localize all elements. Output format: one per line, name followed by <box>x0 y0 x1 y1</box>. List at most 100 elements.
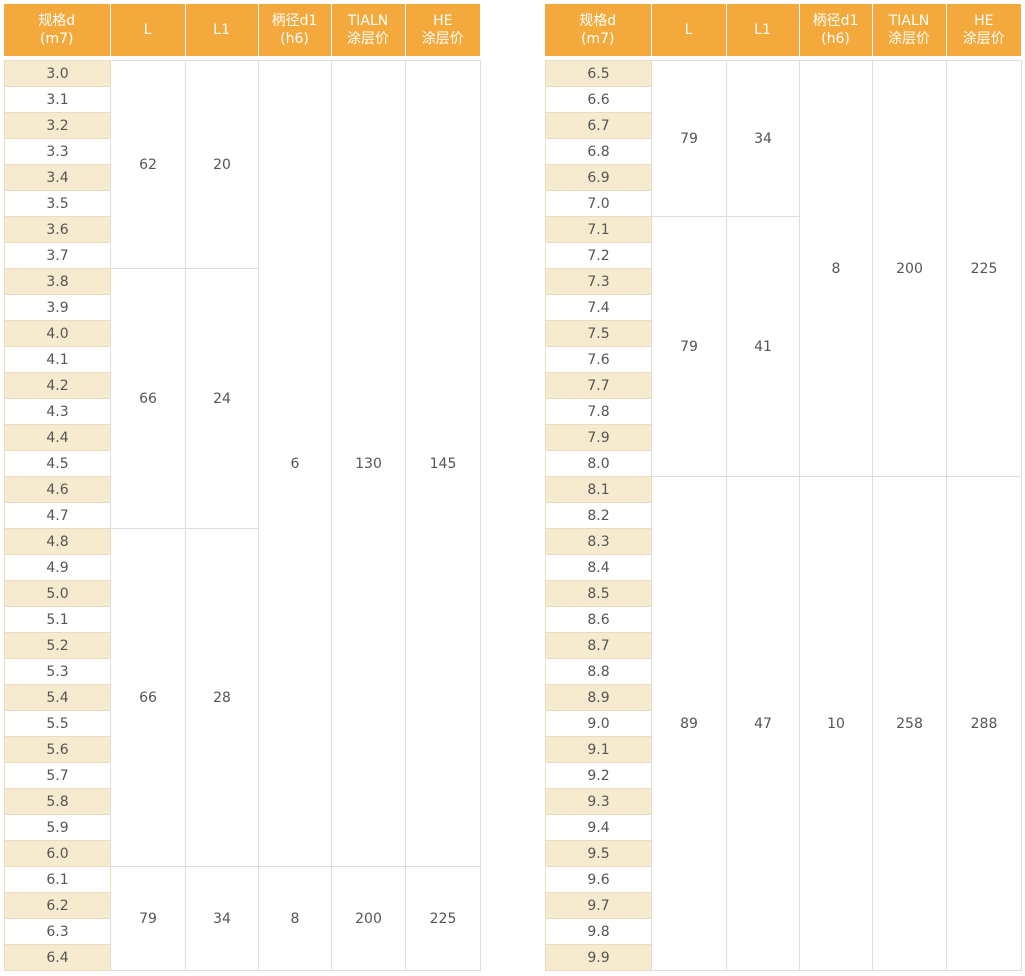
table-row: 8.1 89 47 10 258 288 <box>545 476 1022 971</box>
table-row: 9.9 <box>545 944 1022 971</box>
he-cell: 225 <box>405 866 481 971</box>
l-cell: 79 <box>651 60 727 217</box>
size-cell: 3.6 <box>4 216 111 243</box>
size-cell: 7.9 <box>545 424 652 451</box>
size-cell: 4.0 <box>4 320 111 347</box>
size-cell: 6.5 <box>545 60 652 87</box>
table-row: 6.2 <box>4 892 481 919</box>
header-text: 规格d <box>38 13 76 29</box>
size-cell: 6.7 <box>545 112 652 139</box>
table-body: 3.0 62 20 6 130 145 3.1 3.2 3.3 3.4 3.5 3.6 3.7 3.8 66… <box>4 60 481 971</box>
size-cell: 3.0 <box>4 60 111 87</box>
size-cell: 7.4 <box>545 294 652 321</box>
table-row: 6.4 <box>4 944 481 971</box>
header-text: HE <box>974 13 994 29</box>
size-cell: 3.4 <box>4 164 111 191</box>
table-row: 9.0 <box>545 710 1022 737</box>
size-cell: 8.9 <box>545 684 652 711</box>
table-row: 9.7 <box>545 892 1022 919</box>
size-cell: 3.1 <box>4 86 111 113</box>
header-text: 柄径d1 <box>271 13 318 29</box>
size-cell: 4.7 <box>4 502 111 529</box>
table-row: 6.5 79 34 8 200 225 <box>545 60 1022 477</box>
d1-cell: 6 <box>258 60 332 867</box>
table-row: 3.6 <box>4 216 481 243</box>
size-cell: 4.4 <box>4 424 111 451</box>
size-cell: 3.7 <box>4 242 111 269</box>
table-row: 5.0 <box>4 580 481 607</box>
size-cell: 5.4 <box>4 684 111 711</box>
l1-cell: 28 <box>185 528 259 867</box>
size-cell: 4.5 <box>4 450 111 477</box>
price-table: 规格d (m7) L L1 柄径d1 (h6) TIALN 涂层价 HE 涂层价 6.5 79 34 8 2… <box>545 4 1022 971</box>
size-cell: 7.6 <box>545 346 652 373</box>
l1-cell: 20 <box>185 60 259 269</box>
l1-cell: 24 <box>185 268 259 529</box>
table-row: 7.1 79 41 <box>545 216 1022 477</box>
he-cell: 225 <box>946 60 1022 477</box>
table-row: 5.6 <box>4 736 481 763</box>
l1-cell: 34 <box>185 866 259 971</box>
size-cell: 9.0 <box>545 710 652 737</box>
table-row: 8.4 <box>545 554 1022 581</box>
size-cell: 4.8 <box>4 528 111 555</box>
size-cell: 5.8 <box>4 788 111 815</box>
header-cell: HE 涂层价 <box>404 4 480 56</box>
tialn-cell: 258 <box>872 476 947 971</box>
l-cell: 79 <box>110 866 186 971</box>
size-cell: 8.0 <box>545 450 652 477</box>
size-cell: 9.9 <box>545 944 652 971</box>
header-text: L <box>684 22 693 38</box>
table-body: 6.5 79 34 8 200 225 6.6 6.7 6.8 6.9 7.0 7.1 79 41 7.2 7… <box>545 60 1022 971</box>
d1-cell: 8 <box>799 60 873 477</box>
size-cell: 3.8 <box>4 268 111 295</box>
d1-cell: 10 <box>799 476 873 971</box>
table-row: 3.0 62 20 6 130 145 <box>4 60 481 867</box>
table-row: 7.0 <box>545 190 1022 217</box>
l-cell: 79 <box>651 216 727 477</box>
table-header: 规格d (m7) L L1 柄径d1 (h6) TIALN 涂层价 HE 涂层价 <box>4 4 480 56</box>
table-row: 6.0 <box>4 840 481 867</box>
size-cell: 6.4 <box>4 944 111 971</box>
table-row: 3.2 <box>4 112 481 139</box>
header-text: TIALN <box>347 13 389 29</box>
table-row: 8.3 <box>545 528 1022 555</box>
table-row: 6.3 <box>4 918 481 945</box>
size-cell: 6.2 <box>4 892 111 919</box>
size-cell: 9.1 <box>545 736 652 763</box>
l1-cell: 41 <box>726 216 800 477</box>
table-row: 7.3 <box>545 268 1022 295</box>
table-row: 6.1 79 34 8 200 225 <box>4 866 481 971</box>
table-row: 3.5 <box>4 190 481 217</box>
size-cell: 4.3 <box>4 398 111 425</box>
size-cell: 9.6 <box>545 866 652 893</box>
size-cell: 5.6 <box>4 736 111 763</box>
table-row: 9.3 <box>545 788 1022 815</box>
table-row: 5.4 <box>4 684 481 711</box>
d1-cell: 8 <box>258 866 332 971</box>
size-cell: 6.0 <box>4 840 111 867</box>
table-header: 规格d (m7) L L1 柄径d1 (h6) TIALN 涂层价 HE 涂层价 <box>545 4 1021 56</box>
size-cell: 6.1 <box>4 866 111 893</box>
size-cell: 5.1 <box>4 606 111 633</box>
table-row: 5.1 <box>4 606 481 633</box>
size-cell: 9.2 <box>545 762 652 789</box>
table-row: 9.1 <box>545 736 1022 763</box>
header-cell: TIALN 涂层价 <box>871 4 946 56</box>
table-row: 5.8 <box>4 788 481 815</box>
header-text: L <box>143 22 152 38</box>
size-cell: 5.2 <box>4 632 111 659</box>
header-row: 规格d (m7) L L1 柄径d1 (h6) TIALN 涂层价 HE 涂层价 <box>4 4 480 56</box>
size-cell: 5.0 <box>4 580 111 607</box>
size-cell: 4.9 <box>4 554 111 581</box>
header-cell: L <box>109 4 185 56</box>
size-cell: 5.7 <box>4 762 111 789</box>
table-row: 3.1 <box>4 86 481 113</box>
size-cell: 7.5 <box>545 320 652 347</box>
l1-cell: 47 <box>726 476 800 971</box>
header-text: L1 <box>213 22 230 38</box>
table-row: 9.8 <box>545 918 1022 945</box>
tialn-cell: 200 <box>331 866 406 971</box>
header-text: L1 <box>754 22 771 38</box>
